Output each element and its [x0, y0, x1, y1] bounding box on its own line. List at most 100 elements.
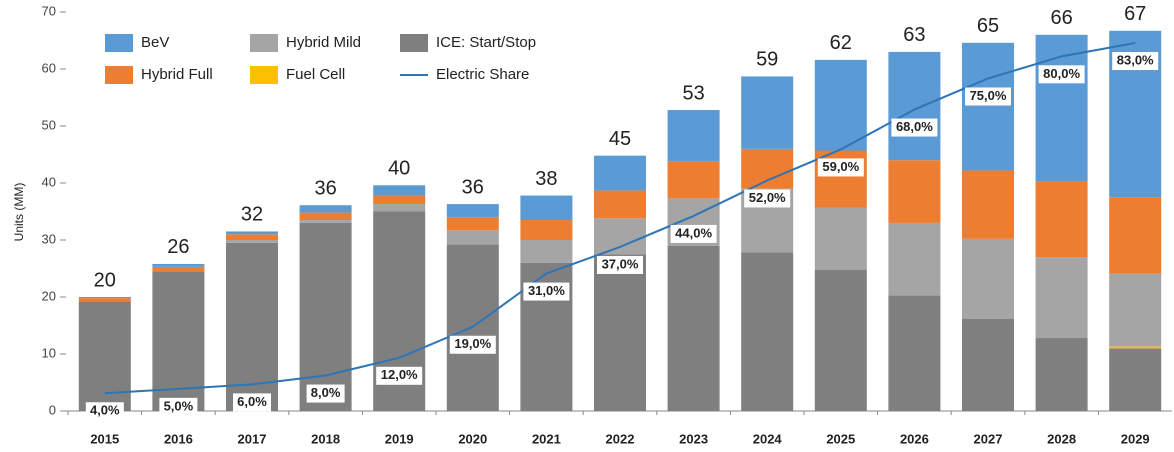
- x-tick-label: 2018: [311, 431, 340, 446]
- bar-segment: [520, 240, 573, 263]
- value-label-bg: [85, 402, 124, 421]
- value-label-bg: [159, 397, 198, 416]
- total-label: 53: [682, 82, 704, 104]
- legend-swatch: [250, 66, 278, 84]
- total-label: 67: [1124, 3, 1146, 25]
- value-label-bg: [449, 335, 496, 354]
- x-tick-label: 2019: [385, 431, 414, 446]
- value-label: 68,0%: [896, 119, 933, 134]
- total-label: 20: [94, 269, 116, 291]
- legend-label: Electric Share: [436, 66, 529, 83]
- value-label-bg: [1038, 65, 1085, 84]
- legend-label: BeV: [141, 34, 169, 51]
- bar-segment: [667, 110, 720, 162]
- x-tick-label: 2020: [458, 431, 487, 446]
- x-tick-label: 2024: [753, 431, 783, 446]
- total-label: 63: [903, 24, 925, 46]
- bar-segment: [1035, 181, 1088, 258]
- y-tick-label: 70: [42, 3, 56, 18]
- value-label-bg: [670, 224, 717, 243]
- bar-segment: [373, 195, 426, 205]
- value-label: 5,0%: [164, 398, 194, 413]
- bar-segment: [373, 204, 426, 212]
- bar-segment: [152, 263, 205, 267]
- value-label: 31,0%: [528, 283, 565, 298]
- bar-segment: [520, 195, 573, 221]
- total-label: 26: [167, 236, 189, 258]
- bar-segment: [1035, 338, 1088, 411]
- value-label: 6,0%: [237, 394, 267, 409]
- bar-segment: [962, 42, 1014, 171]
- y-tick-label: 40: [42, 174, 56, 189]
- value-label: 19,0%: [454, 336, 491, 351]
- x-tick-label: 2026: [900, 431, 929, 446]
- total-label: 36: [314, 178, 336, 200]
- bar-segment: [741, 148, 794, 189]
- bar-segment: [1035, 257, 1088, 339]
- x-tick-label: 2029: [1121, 431, 1150, 446]
- bar-segment: [446, 217, 499, 231]
- value-label: 83,0%: [1117, 52, 1154, 67]
- total-label: 32: [241, 204, 263, 226]
- value-label-bg: [817, 158, 864, 177]
- total-label: 36: [462, 176, 484, 198]
- total-label: 40: [388, 158, 410, 180]
- value-label: 52,0%: [749, 190, 786, 205]
- bar-segment: [299, 205, 352, 213]
- bar-segment: [962, 318, 1014, 411]
- bar-segment: [446, 204, 499, 218]
- bar-segment: [1109, 197, 1162, 274]
- value-label: 12,0%: [381, 367, 418, 382]
- y-tick-label: 10: [42, 345, 56, 360]
- bar-segment: [1109, 273, 1162, 347]
- x-tick-label: 2016: [164, 431, 193, 446]
- value-label: 4,0%: [90, 403, 120, 418]
- value-label-bg: [523, 282, 570, 301]
- bar-segment: [667, 245, 720, 411]
- value-label: 80,0%: [1043, 66, 1080, 81]
- bar-segment: [741, 252, 794, 411]
- legend-swatch: [105, 34, 133, 52]
- legend-swatch: [105, 66, 133, 84]
- bar-segment: [594, 254, 646, 411]
- total-label: 59: [756, 49, 778, 71]
- bar-segment: [1109, 348, 1162, 411]
- value-label: 37,0%: [602, 256, 639, 271]
- total-label: 38: [535, 168, 557, 190]
- bar-segment: [152, 266, 205, 272]
- bar-segment: [888, 222, 941, 296]
- total-label: 45: [609, 128, 631, 150]
- legend-label: Hybrid Full: [141, 66, 213, 83]
- y-tick-label: 60: [42, 60, 56, 75]
- x-tick-label: 2017: [238, 431, 267, 446]
- x-tick-label: 2027: [974, 431, 1003, 446]
- bar-segment: [888, 51, 941, 161]
- y-tick-label: 0: [49, 402, 56, 417]
- x-tick-label: 2015: [90, 431, 119, 446]
- bar-segment: [594, 218, 646, 255]
- legend-swatch: [250, 34, 278, 52]
- total-label: 66: [1050, 7, 1072, 29]
- y-tick-label: 50: [42, 117, 56, 132]
- bar-segment: [299, 222, 352, 411]
- value-label-bg: [1112, 52, 1159, 71]
- y-axis-label: Units (MM): [12, 183, 26, 242]
- value-label: 8,0%: [311, 385, 341, 400]
- legend-label: ICE: Start/Stop: [436, 34, 536, 51]
- y-tick-label: 20: [42, 288, 56, 303]
- bar-segment: [226, 234, 278, 240]
- bar-segment: [373, 185, 426, 196]
- legend-label: Hybrid Mild: [286, 34, 361, 51]
- bar-segment: [226, 240, 278, 243]
- bar-segment: [520, 220, 573, 240]
- value-label-bg: [744, 189, 791, 208]
- value-label: 59,0%: [822, 159, 859, 174]
- value-label-bg: [306, 384, 345, 403]
- bar-segment: [1035, 34, 1088, 182]
- value-label-bg: [233, 393, 271, 412]
- legend-swatch: [400, 34, 428, 52]
- x-tick-label: 2022: [606, 431, 635, 446]
- total-label: 65: [977, 15, 999, 37]
- bar-segment: [962, 170, 1014, 239]
